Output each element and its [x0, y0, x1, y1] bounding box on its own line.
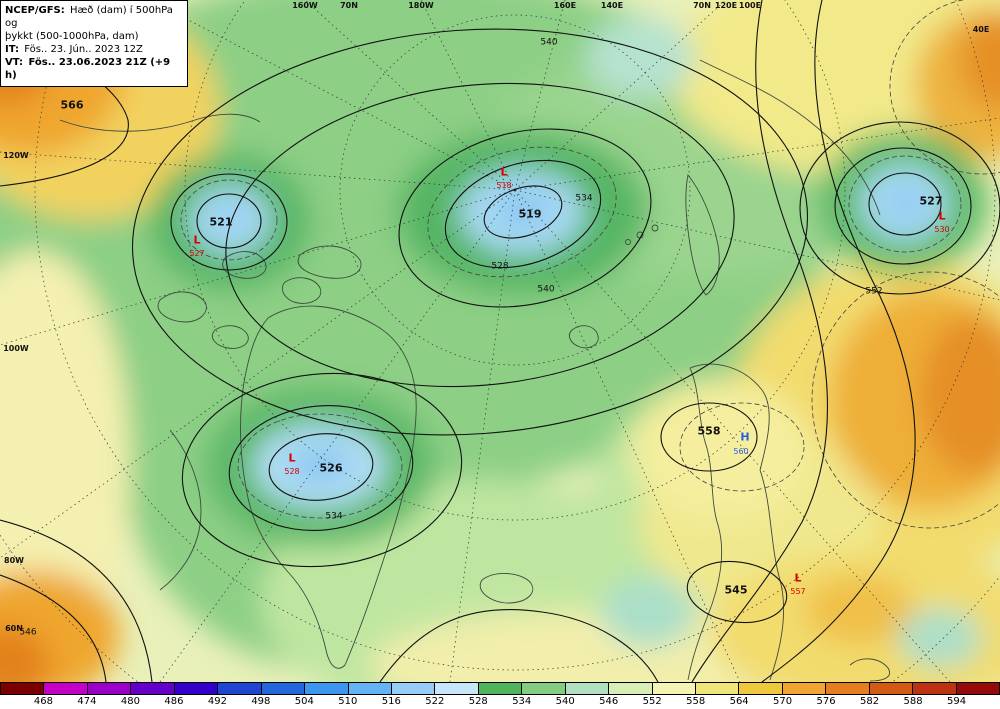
vt-value: Fös.. 23.06.2023 21Z (+9 h): [5, 57, 171, 81]
legend-label: 576: [816, 696, 836, 707]
legend-cell: [955, 683, 1000, 694]
legend-label: 486: [164, 696, 184, 707]
legend-label: 468: [33, 696, 54, 707]
legend-cell: [347, 683, 391, 694]
legend-cell: [564, 683, 609, 694]
weather-map: [0, 0, 1000, 682]
thickness-fill: [0, 0, 1000, 682]
legend-colors: [0, 682, 1000, 695]
title-line2: þykkt (500-1000hPa, dam): [5, 31, 139, 42]
legend-label: 474: [77, 696, 97, 707]
legend-label: 570: [773, 696, 793, 707]
title-line1: Hæð (dam) í 500hPa og: [5, 5, 173, 29]
legend-label: 594: [946, 696, 967, 707]
it-label: IT:: [5, 44, 19, 55]
legend-cell: [477, 683, 522, 694]
legend-label: 564: [729, 696, 749, 707]
height-contours: [0, 0, 1000, 682]
legend-labels: 468 474 480 486 492 498 504 510 516 522 528 534 540 5…: [0, 695, 1000, 708]
legend-label: 504: [294, 696, 314, 707]
legend-label: 540: [555, 696, 575, 707]
legend-label: 552: [642, 696, 662, 707]
info-line-title: NCEP/GFS: Hæð (dam) í 500hPa og: [5, 4, 183, 30]
info-line-vt: VT: Fös.. 23.06.2023 21Z (+9 h): [5, 56, 183, 82]
legend-cell: [43, 683, 87, 694]
legend-label: 522: [425, 696, 445, 707]
legend-label: 498: [251, 696, 271, 707]
legend-cell: [521, 683, 565, 694]
legend-label: 492: [207, 696, 227, 707]
legend-cell: [695, 683, 739, 694]
legend-cell: [390, 683, 435, 694]
legend-label: 534: [512, 696, 532, 707]
model-name: NCEP/GFS:: [5, 5, 65, 16]
legend-cell: [217, 683, 261, 694]
legend-cell: [825, 683, 869, 694]
thickness-legend: 468 474 480 486 492 498 504 510 516 522 528 534 540 5…: [0, 682, 1000, 709]
legend-cell: [260, 683, 305, 694]
legend-label: 546: [599, 696, 619, 707]
legend-cell: [738, 683, 782, 694]
legend-cell: [651, 683, 695, 694]
legend-cell: [868, 683, 913, 694]
legend-cell: [304, 683, 348, 694]
legend-cell: [173, 683, 218, 694]
legend-label: 510: [338, 696, 358, 707]
info-box: NCEP/GFS: Hæð (dam) í 500hPa og þykkt (5…: [0, 0, 188, 87]
legend-cell: [608, 683, 652, 694]
thickness-contours: [180, 0, 1000, 529]
legend-label: 528: [468, 696, 488, 707]
legend-cell: [86, 683, 131, 694]
legend-cell: [1, 683, 44, 694]
legend-label: 480: [120, 696, 140, 707]
legend-label: 558: [686, 696, 706, 707]
legend-label: 582: [860, 696, 880, 707]
info-line-it: IT: Fös.. 23. Jún.. 2023 12Z: [5, 43, 183, 56]
legend-cell: [912, 683, 956, 694]
legend-label: 516: [381, 696, 401, 707]
legend-label: 588: [903, 696, 923, 707]
legend-cell: [434, 683, 478, 694]
legend-cell: [130, 683, 174, 694]
it-value: Fös.. 23. Jún.. 2023 12Z: [24, 44, 143, 55]
legend-cell: [781, 683, 826, 694]
vt-label: VT:: [5, 57, 24, 68]
